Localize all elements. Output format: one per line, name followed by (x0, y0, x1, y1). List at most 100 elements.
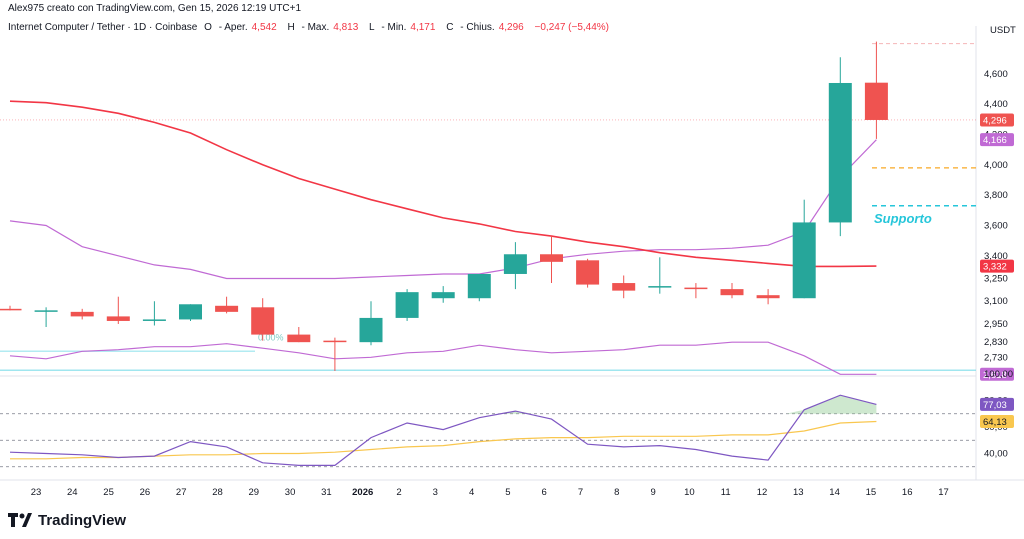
time-tick-label: 4 (469, 487, 474, 498)
symbol-title: Internet Computer / Tether · 1D · Coinba… (8, 22, 198, 33)
time-tick-label: 13 (793, 487, 804, 498)
candle-body (106, 316, 130, 321)
candle-body (395, 292, 419, 318)
rsi-badge-bg (980, 397, 1014, 411)
candle (756, 289, 780, 305)
candle (106, 296, 130, 324)
change-value: −0,247 (−5,44%) (534, 22, 610, 33)
upper-band-line (9, 139, 877, 280)
candle (540, 236, 563, 284)
price-tick-label: 3,600 (984, 220, 1008, 231)
candle-body (323, 340, 347, 343)
candle-body (359, 317, 383, 343)
high-group: H - Max. 4,813 (287, 22, 359, 33)
close-group: C - Chius. 4,296 (446, 22, 524, 33)
time-tick-label: 7 (578, 487, 583, 498)
candle-body (648, 286, 672, 288)
time-tick-label: 14 (829, 487, 840, 498)
time-tick-label: 17 (938, 487, 949, 498)
price-tick-label: 3,400 (984, 251, 1008, 262)
time-tick-label: 31 (321, 487, 332, 498)
candle-body (179, 304, 202, 320)
time-tick-label: 11 (721, 487, 731, 498)
candle-body (540, 254, 563, 262)
brand-name: TradingView (38, 511, 127, 529)
candle-body (828, 82, 852, 223)
candle-body (756, 295, 780, 299)
candle (467, 273, 491, 302)
time-tick-label: 30 (285, 487, 296, 498)
candle-body (684, 287, 708, 290)
candle (142, 301, 166, 326)
time-tick-label: 25 (103, 487, 114, 498)
candle-body (467, 273, 491, 299)
candle-body (720, 289, 744, 296)
candle (612, 275, 636, 299)
lower-band-line (9, 341, 877, 375)
upper-band-badge-bg (980, 133, 1014, 147)
rsi-tick-label: 100,00 (984, 369, 1013, 380)
candle-body (612, 283, 636, 291)
candle (70, 308, 94, 320)
time-tick-label: 16 (902, 487, 913, 498)
price-tick-label: 2,950 (984, 319, 1008, 330)
rsi-ma-badge-bg (980, 415, 1014, 429)
ma-badge-bg (980, 259, 1014, 273)
time-tick-label: 23 (31, 487, 42, 498)
time-tick-label: 8 (614, 487, 619, 498)
time-tick-label: 10 (684, 487, 695, 498)
price-tick-label: 4,400 (984, 99, 1008, 110)
last-price-badge: 4,296 (983, 115, 1007, 126)
time-tick-label: 12 (757, 487, 768, 498)
time-tick-label: 29 (249, 487, 260, 498)
candle (503, 242, 527, 290)
candle (828, 57, 852, 237)
ma-badge: 3,332 (983, 262, 1007, 273)
upper-band-badge: 4,166 (983, 135, 1007, 146)
candle (323, 337, 347, 371)
candle (576, 258, 600, 288)
price-tick-label: 2,830 (984, 337, 1008, 348)
candle (0, 305, 22, 311)
tradingview-logo-icon (8, 513, 32, 527)
price-tick-label: 3,250 (984, 274, 1008, 285)
time-tick-label: 2 (396, 487, 401, 498)
candle-body (70, 311, 94, 317)
lower-band-badge-bg (980, 367, 1014, 381)
candle-body (431, 292, 455, 299)
time-tick-label: 24 (67, 487, 78, 498)
symbol-ohlc-line: Internet Computer / Tether · 1D · Coinba… (8, 22, 613, 33)
low-value: 4,171 (410, 22, 436, 33)
price-tick-label: 2,730 (984, 352, 1008, 363)
rsi-line (9, 394, 877, 466)
candle (720, 283, 744, 299)
time-tick-label: 2026 (352, 487, 373, 498)
rsi-tick-label: 40,00 (984, 449, 1008, 460)
time-tick-label: 26 (140, 487, 151, 498)
high-value: 4,813 (333, 22, 359, 33)
rsi-badge: 77,03 (983, 400, 1007, 411)
time-tick-label: 15 (866, 487, 877, 498)
candle (792, 199, 816, 299)
candle-body (864, 82, 888, 120)
candle (179, 304, 202, 321)
time-tick-label: 28 (212, 487, 223, 498)
candle (215, 296, 239, 314)
candle-body (503, 254, 527, 274)
ma-line (9, 100, 877, 268)
candle-body (287, 334, 311, 343)
candle-body (251, 307, 275, 335)
candle (684, 283, 708, 299)
price-tick-label: 4,600 (984, 69, 1008, 80)
author-line: Alex975 creato con TradingView.com, Gen … (8, 3, 302, 14)
lower-band-badge: 2,618 (983, 370, 1007, 381)
currency-label: USDT (990, 25, 1016, 36)
time-tick-label: 9 (650, 487, 655, 498)
open-group: O - Aper. 4,542 (204, 22, 277, 33)
rsi-ma-badge: 64,13 (983, 417, 1007, 428)
candle (431, 286, 455, 303)
time-tick-label: 6 (542, 487, 547, 498)
candle (359, 301, 383, 346)
fib-label: 0.00% (258, 333, 284, 343)
